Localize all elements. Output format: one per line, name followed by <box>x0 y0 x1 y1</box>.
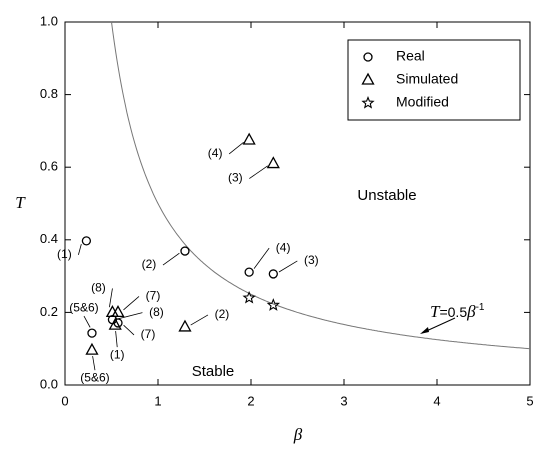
point-label: (7) <box>141 327 156 341</box>
point-label: (3) <box>228 171 243 185</box>
data-point <box>105 305 120 318</box>
legend-label: Simulated <box>396 71 458 87</box>
y-tick-label: 1.0 <box>40 13 58 28</box>
x-tick-label: 5 <box>526 393 533 408</box>
x-tick-label: 2 <box>247 393 254 408</box>
point-label: (5&6) <box>69 300 98 314</box>
point-label: (4) <box>208 146 223 160</box>
data-point <box>268 269 278 279</box>
point-label: (7) <box>146 289 161 303</box>
x-tick-label: 1 <box>154 393 161 408</box>
legend-box <box>347 39 521 121</box>
y-axis-label: T <box>15 193 26 212</box>
point-label: (2) <box>215 307 230 321</box>
leader-line <box>162 252 180 266</box>
legend-marker <box>361 95 375 109</box>
legend-marker <box>361 72 375 85</box>
curve-label-part: β <box>466 302 476 321</box>
y-tick-label: 0.6 <box>40 159 58 174</box>
leader-line <box>123 296 140 311</box>
data-point <box>266 298 281 311</box>
x-tick-label: 3 <box>340 393 347 408</box>
leader-line <box>228 141 244 155</box>
y-tick-label: 0.4 <box>40 231 58 246</box>
curve-label-part: =0.5 <box>439 304 467 320</box>
y-tick-label: 0.8 <box>40 86 58 101</box>
leader-line <box>190 314 209 326</box>
data-point <box>242 290 256 304</box>
point-label: (8) <box>91 281 106 295</box>
point-label: (8) <box>149 305 164 319</box>
data-point <box>87 328 97 338</box>
data-point <box>180 246 190 256</box>
leader-line <box>118 312 143 320</box>
curve-label: T=0.5β-1 <box>430 302 485 321</box>
point-label: (1) <box>57 247 72 261</box>
data-point <box>108 317 122 330</box>
point-label: (1) <box>110 347 125 361</box>
point-label: (5&6) <box>80 370 109 384</box>
point-label: (4) <box>276 240 291 254</box>
curve <box>111 21 531 350</box>
leader-line <box>278 260 298 273</box>
leader-line <box>115 331 118 348</box>
leader-line <box>78 244 82 255</box>
point-label: (3) <box>304 253 319 267</box>
leader-line <box>123 324 135 336</box>
y-tick-label: 0.0 <box>40 376 58 391</box>
leader-line <box>83 315 91 328</box>
y-tick-label: 0.2 <box>40 304 58 319</box>
point-label: (2) <box>142 257 157 271</box>
arrow-head <box>420 327 429 334</box>
leader-line <box>109 288 113 308</box>
data-point <box>244 267 254 277</box>
curve-label-part: -1 <box>476 302 485 313</box>
leader-line <box>249 165 268 179</box>
legend-label: Modified <box>396 94 449 110</box>
region-label: Unstable <box>357 187 416 204</box>
x-axis-label: β <box>293 425 303 444</box>
plot-frame <box>64 21 531 386</box>
data-point <box>111 305 125 318</box>
data-point <box>242 132 256 145</box>
data-point <box>178 319 192 332</box>
data-point <box>85 342 99 355</box>
data-point <box>266 156 280 169</box>
data-point <box>81 236 92 246</box>
legend-label: Real <box>396 48 425 64</box>
region-label: Stable <box>192 363 235 380</box>
legend-marker <box>363 52 373 62</box>
x-tick-label: 4 <box>433 393 440 408</box>
curve-label-part: T <box>430 302 441 321</box>
leader-line <box>253 247 270 269</box>
data-point <box>113 318 123 328</box>
leader-line <box>92 356 96 371</box>
x-tick-label: 0 <box>61 393 68 408</box>
